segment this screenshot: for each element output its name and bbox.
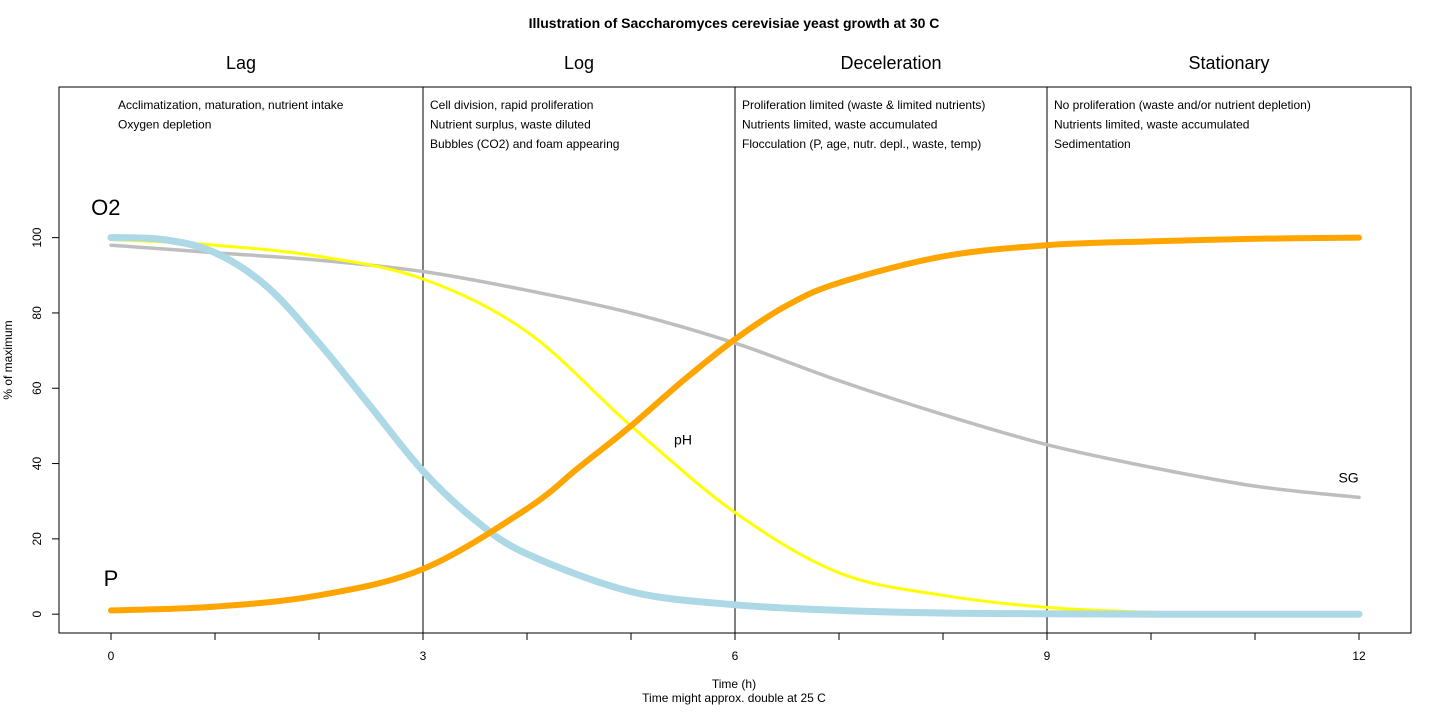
y-tick-label: 100	[30, 227, 44, 247]
series-line-o2	[107, 234, 1363, 618]
phase-note: Flocculation (P, age, nutr. depl., waste…	[742, 137, 981, 151]
x-tick-label: 0	[108, 649, 115, 663]
y-tick-label: 40	[30, 457, 44, 471]
phase-note: No proliferation (waste and/or nutrient …	[1054, 98, 1311, 112]
phase-notes: Acclimatization, maturation, nutrient in…	[118, 98, 1311, 151]
series-line-sg	[109, 243, 1361, 500]
phase-name: Deceleration	[840, 53, 941, 73]
phase-names: Lag Log Deceleration Stationary	[226, 53, 1270, 73]
curve-label: SG	[1338, 469, 1358, 485]
curve-labels: O2 PpH SG	[91, 195, 1359, 591]
phase-note: Cell division, rapid proliferation	[430, 98, 593, 112]
phase-name: Log	[564, 53, 594, 73]
y-tick-label: 60	[30, 381, 44, 395]
series-line-p	[108, 234, 1362, 614]
curve-label: O2	[91, 195, 120, 220]
phase-note: Nutrient surplus, waste diluted	[430, 118, 591, 132]
x-tick-label: 6	[732, 649, 739, 663]
y-axis-title: % of maximum	[1, 320, 15, 399]
phase-note: Sedimentation	[1054, 137, 1131, 151]
phase-note: Acclimatization, maturation, nutrient in…	[118, 98, 344, 112]
y-tick-label: 20	[30, 532, 44, 546]
curve-label: pH	[674, 432, 692, 448]
phase-boundaries	[422, 87, 1048, 633]
phase-note: Bubbles (CO2) and foam appearing	[430, 137, 619, 151]
x-tick-label: 12	[1352, 649, 1366, 663]
curve-label: P	[104, 566, 119, 591]
y-axis: 0 20 40 60 80 100	[30, 227, 59, 618]
phase-note: Oxygen depletion	[118, 118, 211, 132]
phase-note: Nutrients limited, waste accumulated	[1054, 118, 1249, 132]
y-tick-label: 80	[30, 306, 44, 320]
phase-note: Nutrients limited, waste accumulated	[742, 118, 937, 132]
series-lines	[107, 234, 1363, 618]
x-axis-note: Time might approx. double at 25 C	[642, 691, 826, 705]
x-tick-label: 3	[420, 649, 427, 663]
y-tick-label: 0	[30, 611, 44, 618]
phase-note: Proliferation limited (waste & limited n…	[742, 98, 985, 112]
x-axis: 0 3 6 9 12	[108, 633, 1366, 663]
chart-title: Illustration of Saccharomyces cerevisiae…	[529, 15, 940, 31]
x-axis-title: Time (h)	[712, 677, 756, 691]
phase-name: Lag	[226, 53, 256, 73]
phase-name: Stationary	[1188, 53, 1269, 73]
x-tick-label: 9	[1044, 649, 1051, 663]
